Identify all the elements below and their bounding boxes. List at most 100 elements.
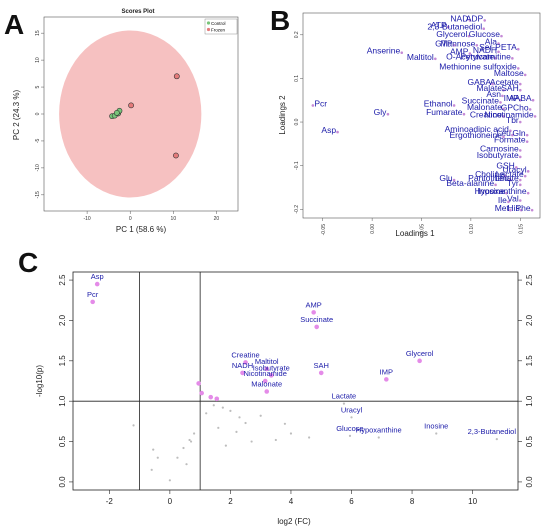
loading-point [533, 115, 537, 118]
nonsignificant-point [217, 426, 220, 429]
significant-point [314, 324, 319, 330]
loading-label: GSH [496, 160, 514, 170]
nonsignificant-point [350, 416, 353, 419]
loading-label: Nicotinamide [484, 109, 533, 119]
loading-point [505, 191, 508, 195]
nonsignificant-point [250, 440, 253, 443]
volcano-point-label: Glucose [336, 424, 364, 433]
loading-point [497, 50, 500, 54]
loading-point [518, 88, 522, 92]
scores-x-tick-label: 10 [171, 216, 177, 222]
volcano-point-label: Asp [91, 272, 104, 281]
nonsignificant-point [189, 440, 193, 443]
loading-label: His [507, 203, 519, 213]
loading-label: Anserine [367, 46, 401, 56]
loading-point [499, 101, 502, 104]
loading-point [311, 104, 315, 107]
loading-point [494, 57, 497, 60]
scores-y-tick-label: 0 [35, 112, 41, 115]
loading-point [525, 140, 529, 143]
loading-label: AMP [450, 47, 469, 57]
loading-label: Asp [321, 125, 336, 135]
nonsignificant-point [238, 416, 241, 419]
volcano-x-tick-label: 8 [410, 497, 415, 506]
volcano-y-tick-label-right: 0.0 [525, 476, 534, 488]
nonsignificant-point [212, 404, 215, 407]
volcano-point-label: Hypoxanthine [356, 426, 402, 435]
significant-point [417, 358, 422, 364]
nonsignificant-point [259, 414, 262, 417]
legend-label-frozen: Frozen [211, 28, 226, 33]
loading-point [518, 199, 522, 202]
loading-label: Pyruvate [461, 51, 495, 61]
loading-label: Tyr [507, 178, 519, 188]
loading-point [502, 88, 505, 92]
loading-label: Met [495, 203, 510, 213]
loading-point [518, 98, 522, 102]
loading-point [518, 155, 522, 159]
loading-point [518, 183, 522, 187]
loading-label: Glycerol [436, 29, 467, 39]
loading-point [509, 129, 512, 133]
loading-point [491, 82, 494, 86]
legend-marker-frozen [206, 27, 211, 32]
loading-label: Lactate [496, 169, 524, 179]
loading-label: Formate [494, 135, 526, 145]
loading-point [518, 120, 522, 124]
volcano-x-tick-label: 6 [349, 497, 354, 506]
loading-point [511, 133, 514, 137]
loading-label: Pantothenate [468, 173, 519, 183]
nonsignificant-point [176, 456, 179, 459]
loading-point [515, 166, 518, 169]
loading-label: Ile [498, 195, 507, 205]
loadings-x-label: Loadings 1 [395, 229, 435, 238]
volcano-point-label: 2,3-Butanediol [468, 427, 517, 436]
loading-point [518, 82, 522, 86]
loadings-x-tick-label: 0.10 [469, 224, 475, 234]
loading-point [516, 47, 520, 51]
volcano-point-label: AMP [306, 300, 322, 309]
loading-point [483, 19, 487, 22]
loadings-x-tick-label: 0.15 [518, 224, 524, 234]
volcano-y-tick-label-left: 1.5 [58, 355, 67, 367]
loading-point [468, 19, 472, 22]
loading-label: Uracyl [503, 164, 527, 174]
loading-point [502, 107, 505, 111]
nonsignificant-point [342, 402, 346, 405]
loading-label: Gly [374, 107, 388, 117]
loading-label: AABA [509, 93, 532, 103]
significant-point [262, 378, 268, 384]
loading-point [452, 178, 456, 182]
loading-point [523, 73, 527, 77]
nonsignificant-point [132, 424, 135, 427]
volcano-point-label: Glycerol [406, 349, 434, 358]
volcano-x-label: log2 (FC) [277, 517, 311, 526]
loading-point [434, 57, 437, 61]
loading-point [509, 208, 512, 212]
loading-point [482, 27, 486, 31]
loading-point [518, 149, 522, 152]
loading-point [531, 98, 535, 102]
loading-point [519, 208, 523, 212]
significant-point [318, 370, 324, 376]
volcano-y-tick-label-left: 2.0 [58, 314, 67, 326]
loading-label: Fumarate [426, 107, 463, 117]
volcano-y-tick-label-right: 1.5 [525, 355, 534, 367]
volcano-point-label: Creatine [231, 350, 259, 359]
loading-point [516, 67, 520, 70]
volcano-x-tick-label: -2 [106, 497, 114, 506]
significant-point [90, 299, 95, 305]
panel-c-volcano-plot: -2 0 2 4 6 8 10 0.0 0.0 0.5 0.5 1.0 1.0 1.5 1.5 2.0 2.0 2… [35, 271, 534, 526]
panel-a-scores-plot: Scores Plot -10 0 10 20 -15 -10 -5 0 5 10 15 Contr… [12, 9, 239, 234]
loading-point [526, 170, 530, 173]
scores-x-tick-label: -10 [83, 216, 90, 222]
nonsignificant-point [221, 406, 224, 409]
volcano-y-tick-label-right: 2.5 [525, 274, 534, 286]
score-point-frozen [128, 102, 134, 109]
significant-point [196, 381, 201, 386]
loading-label: ADP [466, 13, 484, 23]
significant-point [243, 360, 248, 365]
loading-label: 2,3-Butanediol [427, 22, 482, 32]
nonsignificant-point [435, 432, 438, 435]
loading-label: Asn [486, 89, 501, 99]
